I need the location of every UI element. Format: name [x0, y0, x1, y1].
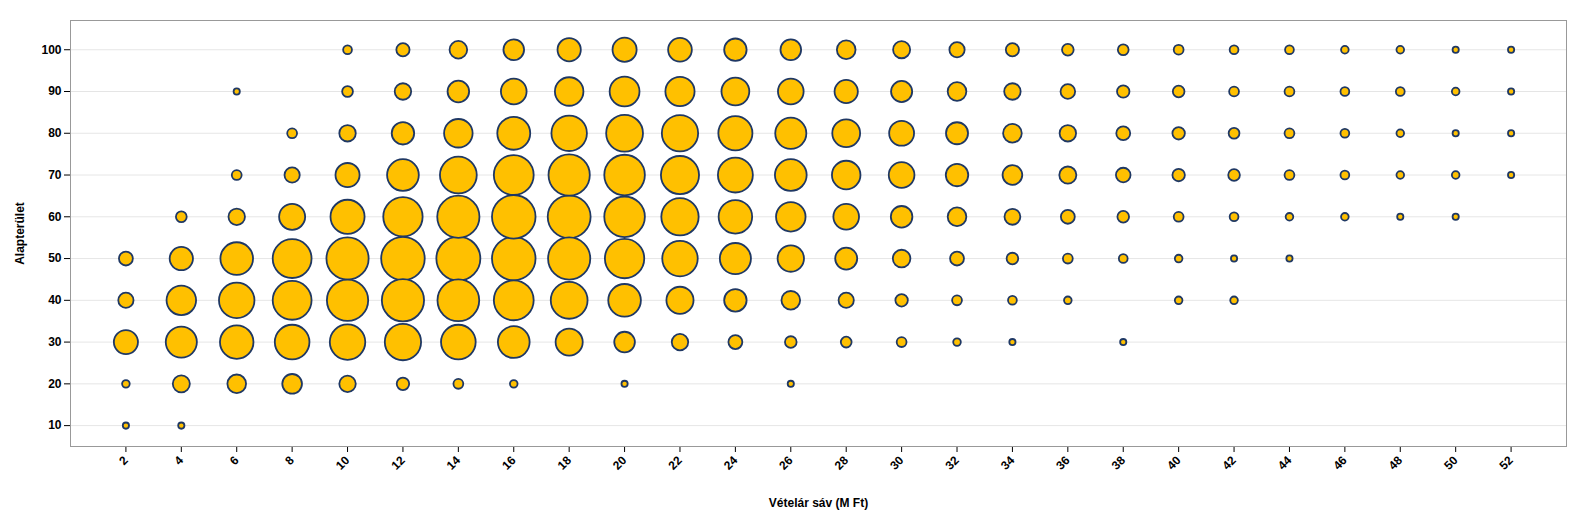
svg-text:2: 2 [116, 453, 131, 468]
svg-text:10: 10 [333, 453, 353, 473]
svg-text:20: 20 [48, 377, 62, 391]
svg-text:30: 30 [887, 453, 907, 473]
svg-text:12: 12 [388, 453, 408, 473]
svg-text:30: 30 [48, 335, 62, 349]
svg-text:80: 80 [48, 126, 62, 140]
svg-text:36: 36 [1053, 453, 1073, 473]
svg-text:34: 34 [998, 453, 1018, 473]
svg-text:8: 8 [282, 453, 297, 468]
svg-text:22: 22 [665, 453, 685, 473]
svg-text:40: 40 [1164, 453, 1184, 473]
svg-text:46: 46 [1330, 453, 1350, 473]
svg-text:4: 4 [172, 453, 187, 468]
svg-text:38: 38 [1109, 453, 1129, 473]
svg-text:28: 28 [832, 453, 852, 473]
svg-text:52: 52 [1497, 453, 1517, 473]
svg-text:100: 100 [41, 43, 61, 57]
svg-text:26: 26 [776, 453, 796, 473]
svg-text:32: 32 [943, 453, 963, 473]
svg-text:20: 20 [610, 453, 630, 473]
svg-text:Vételár sáv (M Ft): Vételár sáv (M Ft) [769, 496, 868, 510]
svg-text:6: 6 [227, 453, 242, 468]
svg-text:50: 50 [48, 251, 62, 265]
svg-text:10: 10 [48, 418, 62, 432]
svg-text:24: 24 [721, 453, 741, 473]
svg-text:90: 90 [48, 84, 62, 98]
svg-text:50: 50 [1441, 453, 1461, 473]
svg-text:70: 70 [48, 168, 62, 182]
svg-text:Alapterület: Alapterület [13, 202, 27, 265]
svg-text:48: 48 [1386, 453, 1406, 473]
svg-text:42: 42 [1220, 453, 1240, 473]
svg-text:16: 16 [499, 453, 519, 473]
svg-text:44: 44 [1275, 453, 1295, 473]
svg-text:60: 60 [48, 210, 62, 224]
svg-text:18: 18 [555, 453, 575, 473]
svg-text:40: 40 [48, 293, 62, 307]
svg-text:14: 14 [444, 453, 464, 473]
